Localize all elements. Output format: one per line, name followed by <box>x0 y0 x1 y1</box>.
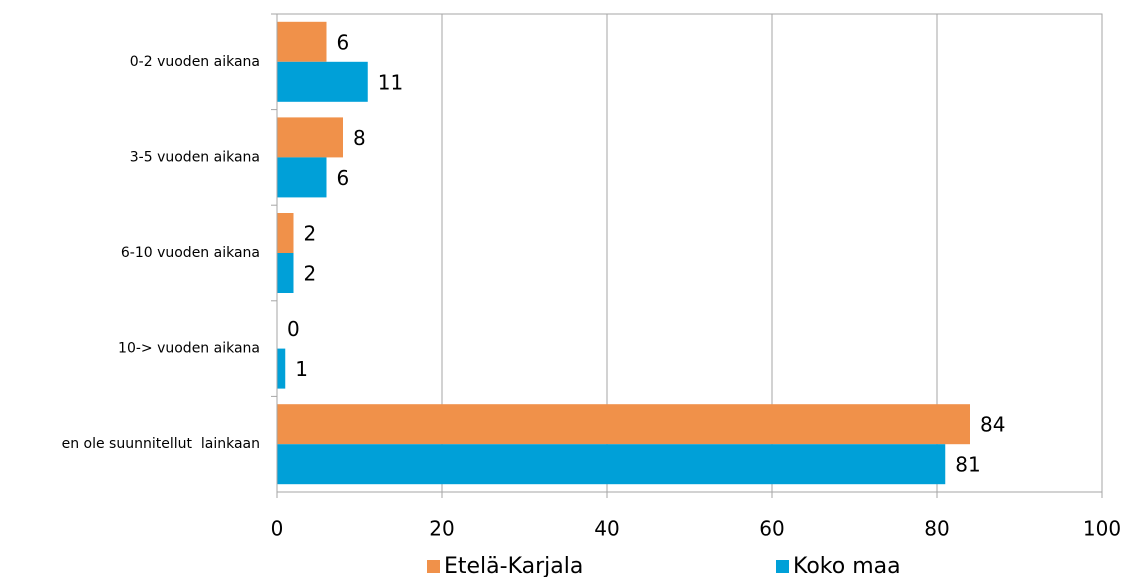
data-label: 6 <box>337 166 350 190</box>
bar <box>277 348 286 389</box>
y-tick-label: 6-10 vuoden aikana <box>121 245 260 261</box>
legend-label: Etelä-Karjala <box>444 554 583 577</box>
data-label: 11 <box>378 70 403 94</box>
bar <box>277 21 327 62</box>
bar <box>277 253 294 293</box>
bar <box>277 157 327 198</box>
bar <box>277 213 294 253</box>
legend-swatch <box>427 560 440 573</box>
data-label: 0 <box>287 317 300 341</box>
legend-swatch <box>776 560 789 573</box>
y-tick-label: 3-5 vuoden aikana <box>130 149 260 165</box>
y-tick-label: 0-2 vuoden aikana <box>130 54 260 70</box>
bar <box>277 404 970 445</box>
x-tick-label: 20 <box>429 517 454 541</box>
y-tick-label: 10-> vuoden aikana <box>118 341 260 357</box>
x-tick-label: 80 <box>924 517 949 541</box>
bar <box>277 61 368 102</box>
bar <box>277 117 343 158</box>
x-tick-label: 100 <box>1083 517 1121 541</box>
legend-label: Koko maa <box>793 554 901 577</box>
data-label: 8 <box>353 126 366 150</box>
x-tick-label: 0 <box>271 517 284 541</box>
data-label: 84 <box>980 413 1005 437</box>
x-tick-label: 40 <box>594 517 619 541</box>
bar <box>277 444 946 485</box>
y-tick-label: en ole suunnitellut lainkaan <box>62 436 260 452</box>
x-tick-label: 60 <box>759 517 784 541</box>
data-label: 81 <box>955 453 980 477</box>
data-label: 6 <box>337 30 350 54</box>
data-label: 1 <box>295 357 308 381</box>
data-label: 2 <box>304 262 317 286</box>
data-label: 2 <box>304 222 317 246</box>
